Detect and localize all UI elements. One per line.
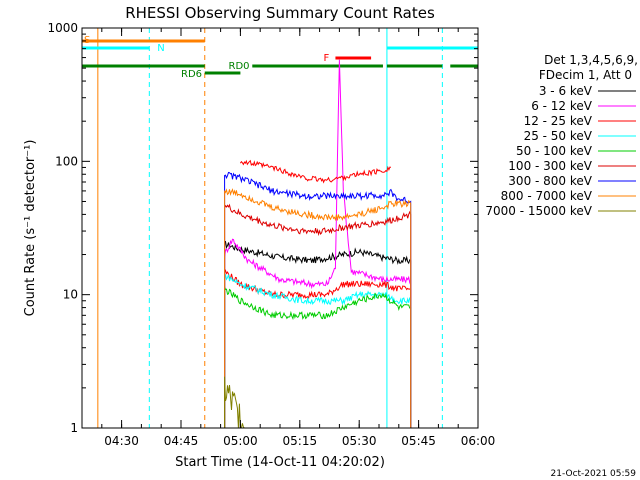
y-tick-label: 1000 [47, 21, 78, 35]
annotation-label: N [157, 43, 164, 54]
plot-area: S N RD0 RD6 F 04:30 04:45 05:00 05:15 05:30 05:45 0… [47, 21, 495, 448]
y-tick-label: 1 [70, 421, 78, 435]
annotation-label: S [84, 35, 90, 46]
legend-label: 7000 - 15000 keV [485, 204, 592, 218]
legend-label: 300 - 800 keV [508, 174, 592, 188]
legend-label: 12 - 25 keV [524, 114, 593, 128]
series-line [224, 203, 412, 428]
legend-label: 800 - 7000 keV [501, 189, 593, 203]
y-tick-label: 100 [55, 154, 78, 168]
x-tick-label: 06:00 [461, 434, 496, 448]
series-line [224, 59, 412, 428]
x-tick-label: 05:30 [342, 434, 377, 448]
timestamp: 21-Oct-2021 05:59 [551, 469, 637, 479]
legend-label: 25 - 50 keV [524, 129, 593, 143]
y-axis-label: Count Rate (s⁻¹ detector⁻¹) [23, 140, 38, 317]
series-line [224, 188, 412, 428]
series-line [224, 273, 412, 428]
series-line [239, 159, 392, 184]
plot-frame [81, 27, 479, 429]
x-tick-label: 04:45 [164, 434, 199, 448]
x-tick-label: 04:30 [104, 434, 139, 448]
legend-label: 50 - 100 keV [516, 144, 593, 158]
legend-label: 100 - 300 keV [508, 159, 592, 173]
y-tick-label: 10 [63, 288, 78, 302]
x-tick-label: 05:45 [401, 434, 436, 448]
legend-label: 3 - 6 keV [539, 84, 593, 98]
series-line [224, 171, 412, 428]
series-line [224, 376, 245, 429]
annotation-label: F [324, 53, 330, 64]
chart-title: RHESSI Observing Summary Count Rates [125, 4, 435, 22]
annotation-label: RD0 [229, 61, 250, 72]
series-line [224, 240, 412, 428]
x-tick-label: 05:15 [283, 434, 318, 448]
series-line [224, 286, 412, 428]
x-tick-label: 05:00 [223, 434, 258, 448]
annotation-label: RD6 [181, 69, 202, 80]
legend-header-line-1: Det 1,3,4,5,6,9, [544, 53, 638, 67]
x-axis-label: Start Time (14-Oct-11 04:20:02) [175, 455, 385, 470]
legend-label: 6 - 12 keV [531, 99, 593, 113]
legend-header-line-2: FDecim 1, Att 0 [539, 68, 632, 82]
